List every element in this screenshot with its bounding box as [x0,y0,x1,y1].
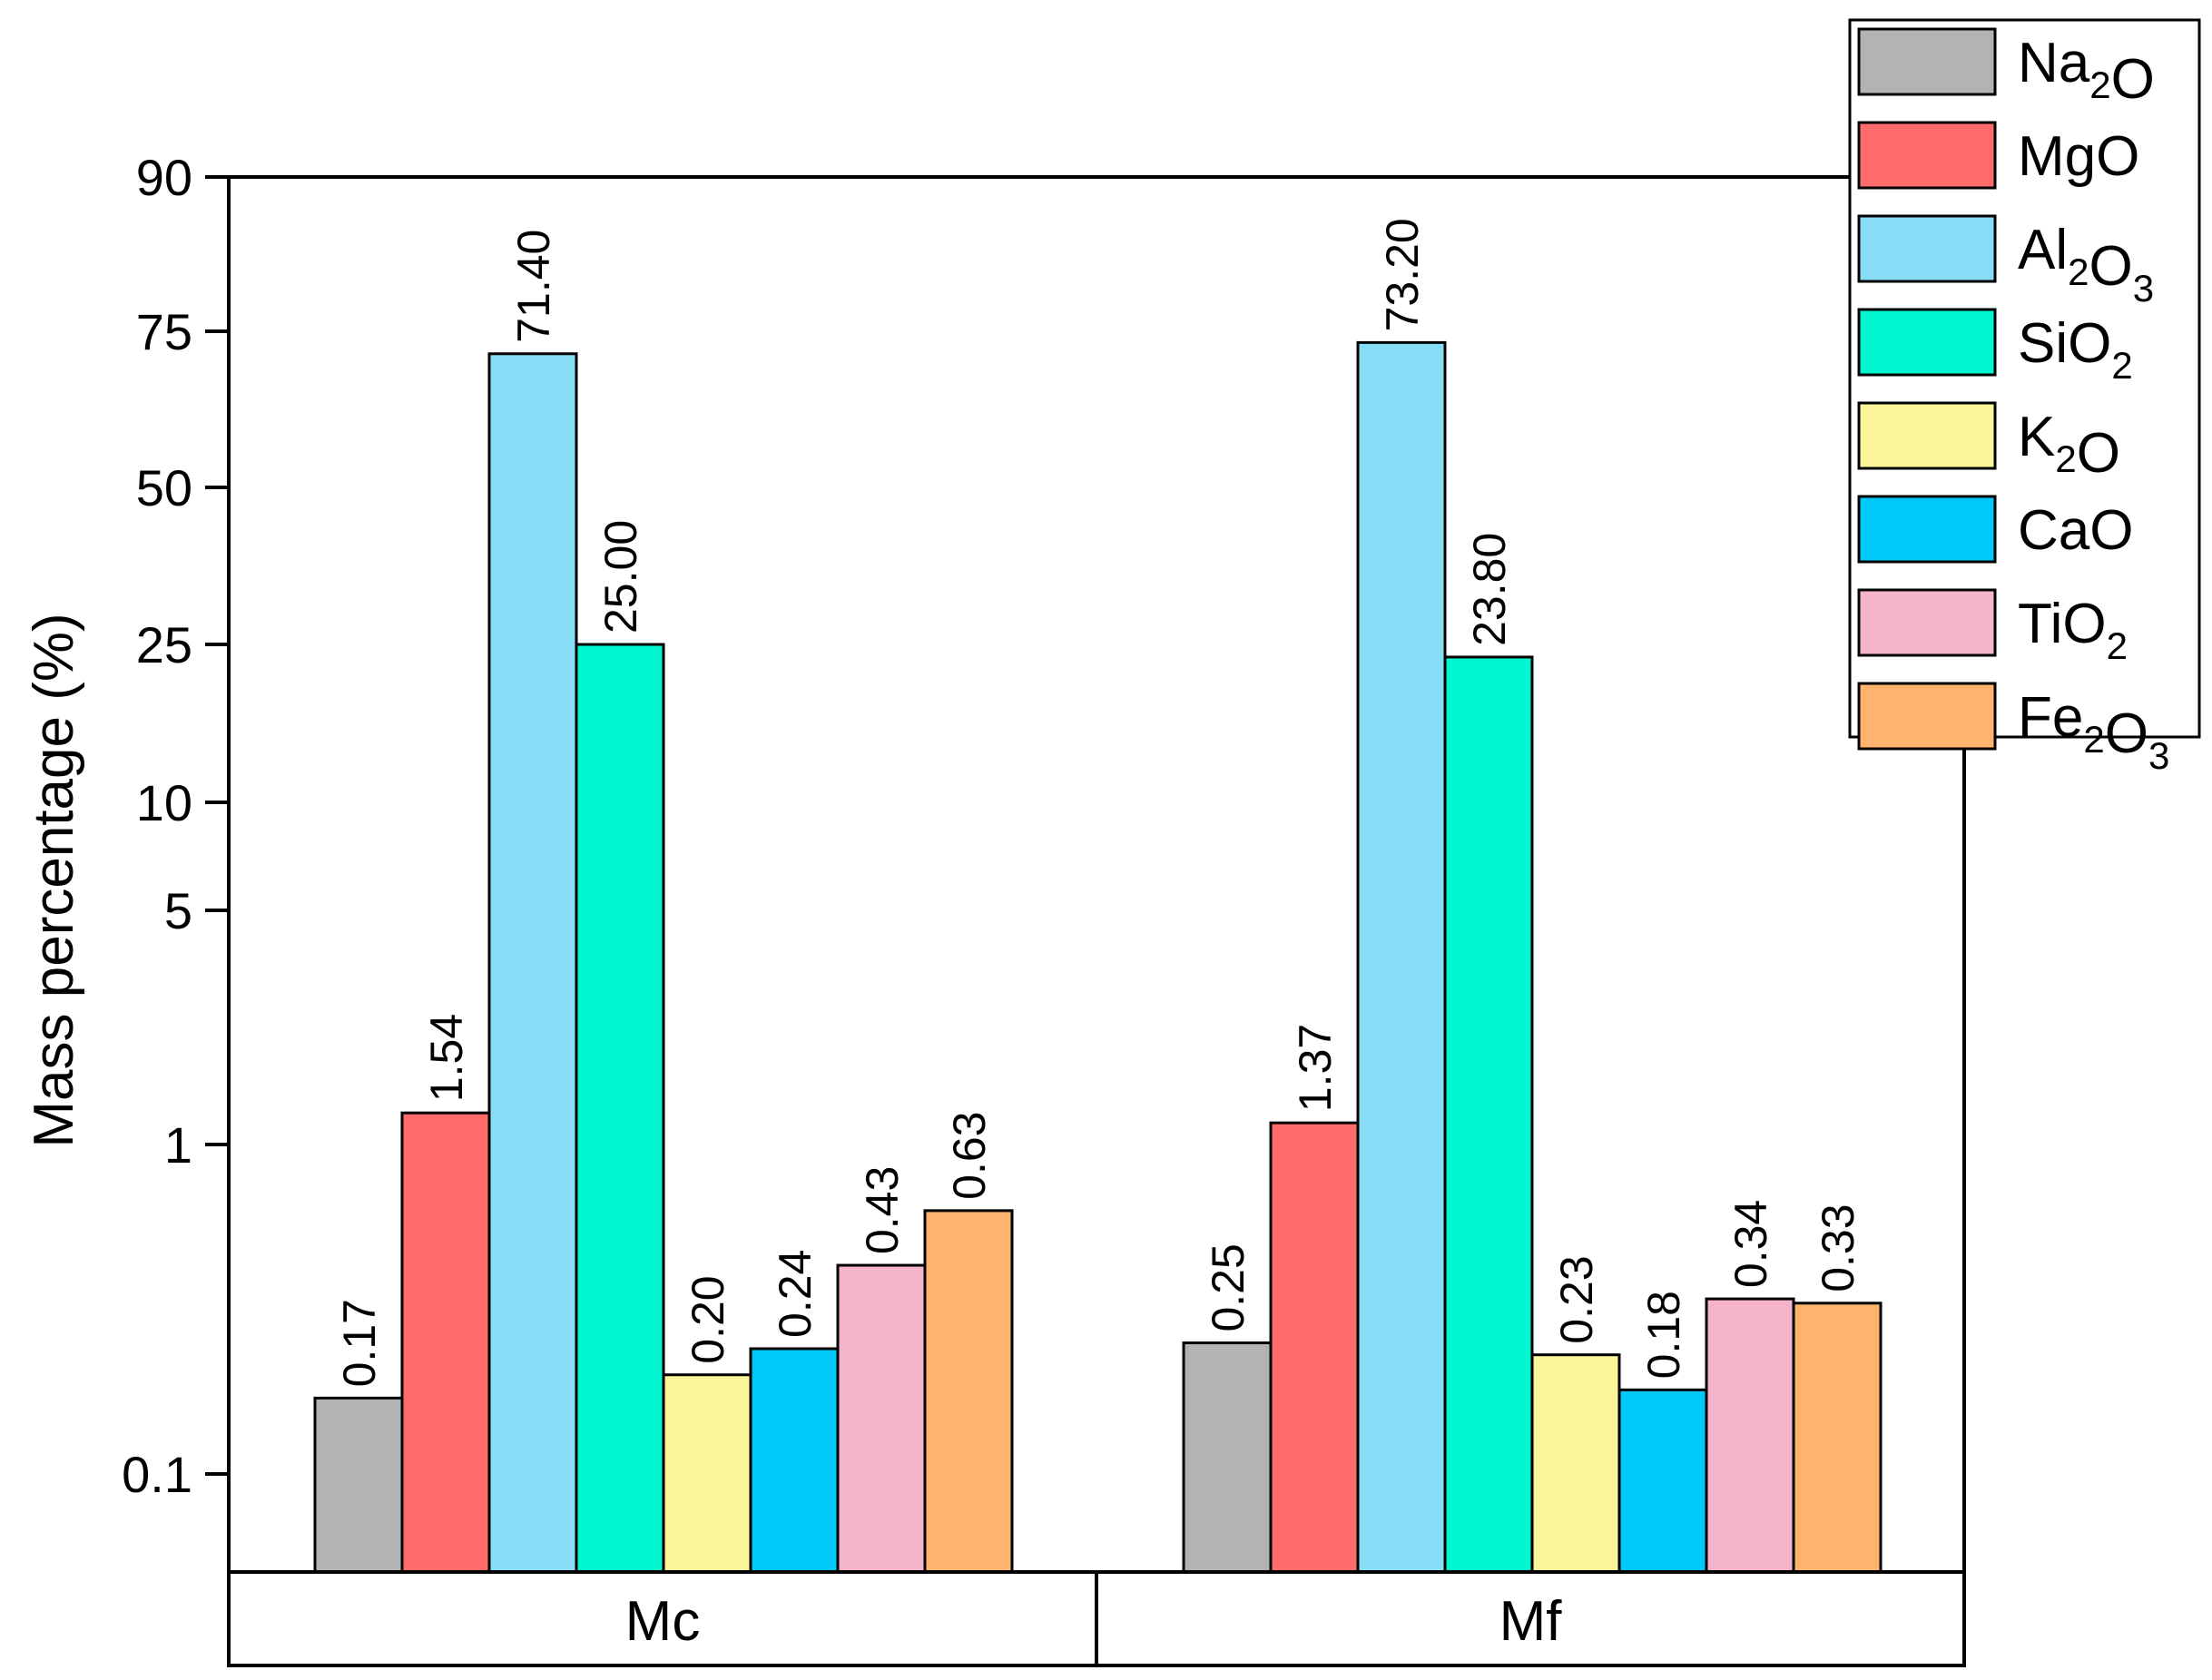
bar-mf-na2o [1182,1341,1273,1574]
bar-mc-tio2 [836,1263,927,1574]
data-label-mf-al2o3: 73.20 [1377,218,1428,331]
legend-swatch-al2o3 [1857,214,1997,283]
legend-swatch-na2o [1857,27,1997,96]
data-label-mc-fe2o3: 0.63 [944,1112,995,1200]
data-label-mc-tio2: 0.43 [857,1166,908,1254]
bar-mc-na2o [313,1396,404,1574]
legend-label-mgo: MgO [2018,125,2139,188]
legend-label-fe2o3: Fe2O3 [2018,686,2169,777]
category-label-mc: Mc [625,1590,701,1653]
data-label-mc-k2o: 0.20 [683,1275,733,1363]
legend-swatch-cao [1857,495,1997,564]
data-label-mc-mgo: 1.54 [421,1014,472,1102]
bar-mf-mgo [1269,1121,1360,1574]
data-label-mc-cao: 0.24 [770,1250,821,1338]
y-axis: 0.1 1 5 10 25 50 75 90 [122,149,1966,1572]
bar-mf-k2o [1530,1353,1621,1574]
bar-mc-k2o [662,1373,752,1574]
y-tick-label: 0.1 [122,1446,192,1503]
data-label-mf-na2o: 0.25 [1203,1243,1253,1331]
y-tick-label: 75 [136,303,192,360]
legend-label-k2o: K2O [2018,406,2120,485]
data-label-mf-fe2o3: 0.33 [1813,1204,1863,1292]
x-category-axis: Mc Mf [227,1570,1966,1667]
legend-swatch-fe2o3 [1857,682,1997,751]
legend-label-sio2: SiO2 [2018,312,2133,387]
y-tick-label: 1 [164,1116,192,1174]
plot-area [313,340,1883,1574]
bar-mc-cao [749,1347,840,1574]
legend-label-na2o: Na2O [2018,32,2155,111]
data-label-mf-tio2: 0.34 [1725,1200,1776,1288]
data-label-mf-sio2: 23.80 [1464,533,1515,646]
legend-swatch-sio2 [1857,308,1997,377]
legend-label-cao: CaO [2018,499,2133,562]
data-label-mf-k2o: 0.23 [1551,1255,1602,1343]
legend-label-tio2: TiO2 [2018,593,2128,667]
bar-mc-al2o3 [487,352,578,1574]
y-tick-label: 10 [136,774,192,831]
plot-frame [227,175,1966,1572]
bar-mf-sio2 [1443,655,1534,1574]
legend-swatch-mgo [1857,121,1997,190]
bar-mc-mgo [400,1111,491,1574]
bar-mc-fe2o3 [923,1209,1014,1574]
data-label-mf-mgo: 1.37 [1290,1024,1341,1112]
bar-mc-sio2 [575,643,665,1574]
y-tick-label: 50 [136,459,192,516]
legend-swatch-k2o [1857,401,1997,470]
data-label-mc-al2o3: 71.40 [508,230,559,343]
category-label-mf: Mf [1499,1590,1563,1653]
y-axis-title: Mass percentage (%) [23,613,85,1147]
bar-mf-cao [1617,1388,1708,1574]
legend-label-al2o3: Al2O3 [2018,219,2154,309]
data-label-mc-sio2: 25.00 [595,520,646,634]
y-tick-label: 90 [136,149,192,206]
y-tick-label: 25 [136,616,192,673]
bar-mf-al2o3 [1356,340,1447,1574]
data-label-mf-cao: 0.18 [1638,1291,1689,1379]
data-label-mc-na2o: 0.17 [334,1299,385,1387]
bar-mf-tio2 [1705,1297,1795,1574]
y-tick-label: 5 [164,882,192,939]
legend-swatch-tio2 [1857,588,1997,657]
data-labels: 0.17 0.25 1.54 1.37 71.40 73.20 25.00 23.80 0.20… [334,218,1863,1387]
bar-mf-fe2o3 [1792,1302,1883,1574]
